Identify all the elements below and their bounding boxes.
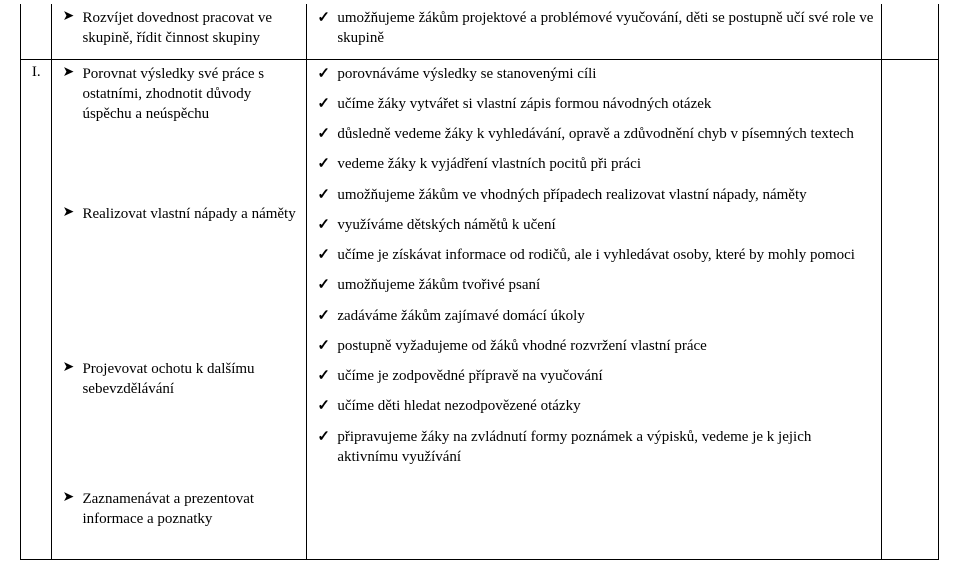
check-text: postupně vyžadujeme od žáků vhodné rozvr… — [337, 338, 706, 354]
arrow-item: Porovnat výsledky své práce s ostatními,… — [58, 64, 300, 194]
check-item: umožňujeme žákům projektové a problémové… — [313, 8, 875, 49]
check-text: umožňujeme žákům projektové a problémové… — [337, 10, 873, 46]
check-item: učíme děti hledat nezodpovězené otázky — [313, 396, 875, 416]
check-text: umožňujeme žákům tvořivé psaní — [337, 277, 540, 293]
row2-left-cell: Porovnat výsledky své práce s ostatními,… — [52, 59, 307, 559]
check-item: připravujeme žáky na zvládnutí formy poz… — [313, 427, 875, 468]
row1-right-cell: umožňujeme žákům projektové a problémové… — [307, 4, 882, 59]
row2-label-cell: I. — [21, 59, 52, 559]
arrow-text: Projevovat ochotu k dalšímu sebevzdělává… — [82, 361, 254, 397]
check-text: umožňujeme žákům ve vhodných případech r… — [337, 187, 806, 203]
row2-col-d — [882, 59, 939, 559]
check-text: porovnáváme výsledky se stanovenými cíli — [337, 66, 596, 82]
check-item: postupně vyžadujeme od žáků vhodné rozvr… — [313, 336, 875, 356]
row1-col-a — [21, 4, 52, 59]
arrow-text: Porovnat výsledky své práce s ostatními,… — [82, 66, 264, 123]
content-table: Rozvíjet dovednost pracovat ve skupině, … — [20, 4, 939, 560]
check-item: využíváme dětských námětů k učení — [313, 215, 875, 235]
check-item: porovnáváme výsledky se stanovenými cíli — [313, 64, 875, 84]
arrow-item: Rozvíjet dovednost pracovat ve skupině, … — [58, 8, 300, 49]
table-row: Rozvíjet dovednost pracovat ve skupině, … — [21, 4, 939, 59]
row-label: I. — [21, 60, 51, 81]
check-text: důsledně vedeme žáky k vyhledávání, opra… — [337, 126, 854, 142]
arrow-item: Projevovat ochotu k dalšímu sebevzdělává… — [58, 359, 300, 479]
check-item: učíme je zodpovědné přípravě na vyučován… — [313, 366, 875, 386]
check-text: využíváme dětských námětů k učení — [337, 217, 555, 233]
arrow-text: Realizovat vlastní nápady a náměty — [82, 206, 295, 222]
check-item: umožňujeme žákům tvořivé psaní — [313, 275, 875, 295]
check-text: učíme je zodpovědné přípravě na vyučován… — [337, 368, 602, 384]
table-row: I. Porovnat výsledky své práce s ostatní… — [21, 59, 939, 559]
check-text: připravujeme žáky na zvládnutí formy poz… — [337, 429, 811, 465]
arrow-item: Zaznamenávat a prezentovat informace a p… — [58, 489, 300, 549]
check-text: učíme je získávat informace od rodičů, a… — [337, 247, 855, 263]
check-text: zadáváme žákům zajímavé domácí úkoly — [337, 308, 584, 324]
check-item: vedeme žáky k vyjádření vlastních pocitů… — [313, 154, 875, 174]
check-item: učíme je získávat informace od rodičů, a… — [313, 245, 875, 265]
check-text: učíme děti hledat nezodpovězené otázky — [337, 398, 580, 414]
row1-left-cell: Rozvíjet dovednost pracovat ve skupině, … — [52, 4, 307, 59]
arrow-text: Rozvíjet dovednost pracovat ve skupině, … — [82, 10, 272, 46]
row2-right-cell: porovnáváme výsledky se stanovenými cíli… — [307, 59, 882, 559]
check-text: vedeme žáky k vyjádření vlastních pocitů… — [337, 156, 641, 172]
check-item: důsledně vedeme žáky k vyhledávání, opra… — [313, 124, 875, 144]
arrow-item: Realizovat vlastní nápady a náměty — [58, 204, 300, 349]
check-text: učíme žáky vytvářet si vlastní zápis for… — [337, 96, 711, 112]
check-item: zadáváme žákům zajímavé domácí úkoly — [313, 306, 875, 326]
arrow-text: Zaznamenávat a prezentovat informace a p… — [82, 491, 254, 527]
check-item: umožňujeme žákům ve vhodných případech r… — [313, 185, 875, 205]
row1-col-d — [882, 4, 939, 59]
check-item: učíme žáky vytvářet si vlastní zápis for… — [313, 94, 875, 114]
